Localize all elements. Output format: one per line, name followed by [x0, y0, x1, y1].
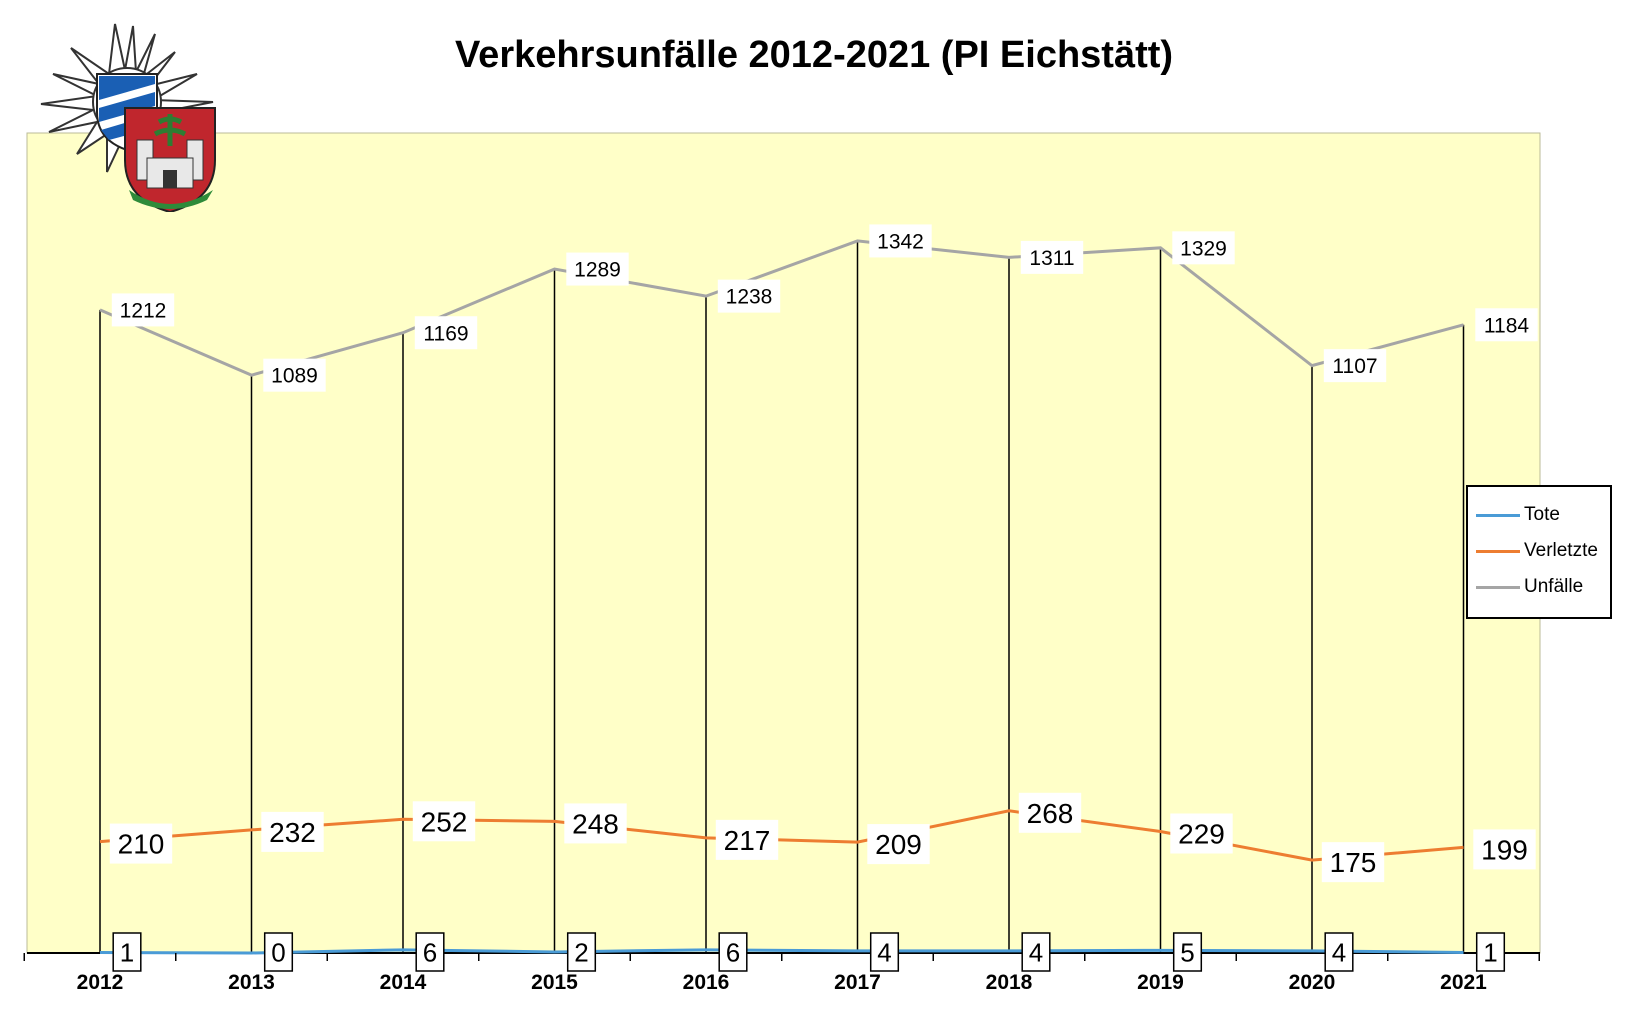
data-label-tote-2021: 1 — [1475, 932, 1506, 972]
data-label-verletzte-2013: 232 — [261, 811, 324, 852]
svg-text:175: 175 — [1330, 847, 1377, 878]
data-label-verletzte-2019: 229 — [1170, 813, 1233, 854]
data-label-tote-2016: 6 — [718, 932, 748, 972]
svg-text:4: 4 — [1029, 937, 1043, 967]
legend-item-verletzte: Verletzte — [1476, 539, 1598, 563]
data-label-unfaelle-2012: 1212 — [111, 293, 175, 327]
police-emblem-logo — [40, 23, 216, 212]
legend-swatch-verletzte — [1476, 549, 1520, 553]
legend-label-tote: Tote — [1524, 504, 1560, 525]
svg-text:4: 4 — [1332, 937, 1346, 967]
series-line-verletzte — [99, 809, 1464, 862]
data-label-unfaelle-2021: 1184 — [1475, 308, 1538, 342]
data-label-tote-2017: 4 — [869, 932, 900, 972]
data-labels: 1212 1089 1169 1289 1238 1342 1311 1329 1107 1184… — [109, 224, 1538, 972]
x-tick-label-2013: 2013 — [228, 971, 275, 994]
svg-text:232: 232 — [269, 817, 316, 848]
svg-text:1: 1 — [120, 937, 134, 967]
data-label-verletzte-2012: 210 — [109, 823, 173, 864]
svg-text:1212: 1212 — [120, 299, 167, 322]
data-label-unfaelle-2016: 1238 — [717, 279, 781, 313]
svg-text:1107: 1107 — [1332, 355, 1377, 378]
data-label-verletzte-2014: 252 — [412, 801, 476, 842]
svg-text:0: 0 — [271, 937, 285, 967]
svg-text:268: 268 — [1027, 798, 1074, 829]
data-label-tote-2020: 4 — [1324, 932, 1354, 972]
legend-item-unfaelle: Unfälle — [1476, 575, 1583, 599]
svg-text:1184: 1184 — [1484, 314, 1529, 337]
data-label-unfaelle-2015: 1289 — [566, 252, 629, 286]
legend-swatch-unfaelle — [1476, 585, 1520, 589]
data-label-tote-2019: 5 — [1172, 932, 1203, 972]
x-tick-label-2020: 2020 — [1289, 971, 1336, 994]
x-tick-label-2021: 2021 — [1440, 971, 1487, 994]
legend: Tote Verletzte Unfälle — [1466, 485, 1612, 619]
svg-text:229: 229 — [1178, 819, 1225, 850]
data-label-unfaelle-2018: 1311 — [1020, 240, 1084, 274]
svg-text:217: 217 — [724, 825, 771, 856]
chart-title: Verkehrsunfälle 2012-2021 (PI Eichstätt) — [454, 34, 1174, 76]
data-label-tote-2018: 4 — [1021, 932, 1051, 972]
svg-text:210: 210 — [118, 829, 165, 860]
svg-text:1238: 1238 — [726, 286, 773, 309]
svg-text:1169: 1169 — [423, 322, 468, 345]
svg-text:6: 6 — [726, 937, 740, 967]
legend-label-unfaelle: Unfälle — [1524, 576, 1584, 597]
data-label-tote-2015: 2 — [566, 932, 597, 972]
eichstaett-coat-of-arms-icon — [124, 107, 216, 212]
x-tick-labels: 2012 2013 2014 2015 2016 2017 2018 2019 2020 2021 — [77, 971, 1488, 994]
svg-text:4: 4 — [877, 937, 891, 967]
svg-text:6: 6 — [423, 937, 437, 967]
svg-text:1289: 1289 — [574, 259, 621, 282]
x-tick-label-2015: 2015 — [531, 971, 578, 994]
series-line-tote — [99, 948, 1464, 955]
x-tick-label-2018: 2018 — [986, 971, 1033, 994]
svg-text:199: 199 — [1481, 834, 1528, 865]
data-label-verletzte-2021: 199 — [1473, 829, 1536, 870]
data-label-tote-2012: 1 — [112, 932, 142, 972]
svg-text:1: 1 — [1483, 937, 1497, 967]
svg-text:5: 5 — [1180, 937, 1194, 967]
data-label-unfaelle-2017: 1342 — [869, 224, 932, 258]
svg-text:1311: 1311 — [1029, 247, 1074, 270]
series-lines — [99, 239, 1464, 955]
x-tick-label-2012: 2012 — [77, 971, 124, 994]
x-tick-label-2014: 2014 — [380, 971, 427, 994]
series-line-unfaelle — [99, 239, 1464, 377]
data-label-verletzte-2020: 175 — [1321, 842, 1385, 883]
data-label-verletzte-2017: 209 — [867, 824, 930, 865]
svg-text:2: 2 — [574, 937, 588, 967]
legend-label-verletzte: Verletzte — [1524, 540, 1598, 561]
svg-text:1342: 1342 — [877, 230, 924, 253]
svg-text:1089: 1089 — [271, 365, 318, 388]
x-tick-label-2017: 2017 — [834, 971, 881, 994]
data-label-unfaelle-2014: 1169 — [414, 316, 478, 350]
x-tick-label-2019: 2019 — [1137, 971, 1184, 994]
data-label-verletzte-2018: 268 — [1018, 792, 1082, 833]
data-label-unfaelle-2019: 1329 — [1172, 231, 1235, 265]
x-tick-label-2016: 2016 — [683, 971, 730, 994]
data-label-unfaelle-2020: 1107 — [1323, 349, 1387, 383]
svg-text:252: 252 — [421, 806, 468, 837]
data-label-verletzte-2016: 217 — [715, 819, 779, 860]
legend-item-tote: Tote — [1476, 503, 1560, 527]
data-label-tote-2013: 0 — [263, 932, 294, 972]
data-label-verletzte-2015: 248 — [564, 803, 627, 844]
data-label-tote-2014: 6 — [415, 932, 445, 972]
legend-swatch-tote — [1476, 513, 1520, 517]
data-label-unfaelle-2013: 1089 — [263, 358, 326, 392]
x-tick-marks — [23, 953, 1540, 961]
svg-text:209: 209 — [875, 829, 922, 860]
svg-text:248: 248 — [572, 808, 619, 839]
svg-text:1329: 1329 — [1180, 237, 1227, 260]
